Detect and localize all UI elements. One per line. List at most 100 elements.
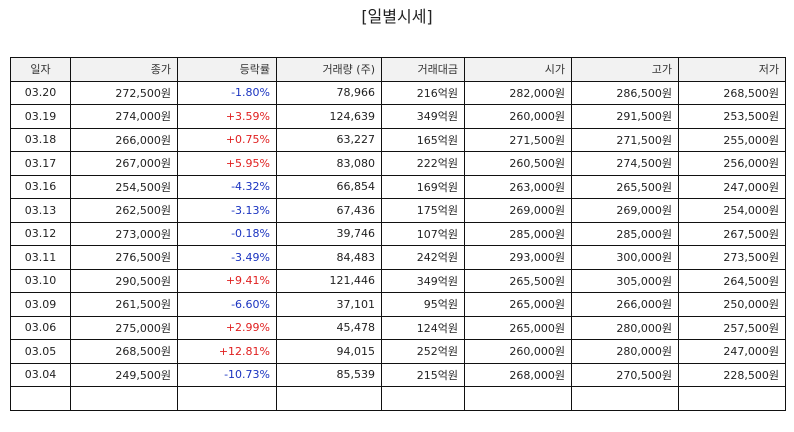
column-header-volume: 거래량 (주) xyxy=(276,57,382,82)
cell-close: 275,000원 xyxy=(70,315,178,340)
cell-high: 269,000원 xyxy=(571,198,679,223)
table-row: 03.18 266,000원 +0.75% 63,227 165억원 271,500원 27… xyxy=(10,127,786,152)
cell-low: 247,000원 xyxy=(678,174,786,199)
table-row: 03.10 290,500원 +9.41% 121,446 349억원 265,500원 3… xyxy=(10,268,786,293)
cell-change: +5.95% xyxy=(177,151,277,176)
cell-change: +0.75% xyxy=(177,127,277,152)
cell-date: 03.19 xyxy=(10,104,71,129)
cell-amount: 124억원 xyxy=(381,315,465,340)
cell-low: 267,500원 xyxy=(678,221,786,246)
cell-change: -0.18% xyxy=(177,221,277,246)
cell-volume: 121,446 xyxy=(276,268,382,293)
cell-volume: 94,015 xyxy=(276,339,382,364)
cell-change: +9.41% xyxy=(177,268,277,293)
table-row: 03.09 261,500원 -6.60% 37,101 95억원 265,000원 266… xyxy=(10,292,786,317)
cell-open: 265,000원 xyxy=(464,315,572,340)
table-row: 03.17 267,000원 +5.95% 83,080 222억원 260,500원 27… xyxy=(10,151,786,176)
cell-volume: 84,483 xyxy=(276,245,382,270)
cell-open: 260,500원 xyxy=(464,151,572,176)
cell-high: 280,000원 xyxy=(571,339,679,364)
cell-open: 269,000원 xyxy=(464,198,572,223)
cell-amount: 216억원 xyxy=(381,80,465,105)
cell-volume: 39,746 xyxy=(276,221,382,246)
cell-change: -1.80% xyxy=(177,80,277,105)
cell-change: -3.13% xyxy=(177,198,277,223)
table-row: 03.05 268,500원 +12.81% 94,015 252억원 260,000원 2… xyxy=(10,339,786,364)
daily-price-table: 일자 종가 등락률 거래량 (주) 거래대금 시가 고가 저가 03.20 272… xyxy=(10,57,786,411)
cell-amount: 252억원 xyxy=(381,339,465,364)
cell-volume: 66,854 xyxy=(276,174,382,199)
cell-open: 265,500원 xyxy=(464,268,572,293)
column-header-low: 저가 xyxy=(678,57,786,82)
table-row: 03.20 272,500원 -1.80% 78,966 216억원 282,000원 28… xyxy=(10,80,786,105)
cell-low: 273,500원 xyxy=(678,245,786,270)
cell-high: 291,500원 xyxy=(571,104,679,129)
cell-volume: 124,639 xyxy=(276,104,382,129)
cell-change: -3.49% xyxy=(177,245,277,270)
column-header-high: 고가 xyxy=(571,57,679,82)
cell-volume: 85,539 xyxy=(276,362,382,387)
table-header-row: 일자 종가 등락률 거래량 (주) 거래대금 시가 고가 저가 xyxy=(10,57,786,82)
cell-date: 03.12 xyxy=(10,221,71,246)
cell-close: 276,500원 xyxy=(70,245,178,270)
cell-amount: 242억원 xyxy=(381,245,465,270)
column-header-close: 종가 xyxy=(70,57,178,82)
cell-close: 261,500원 xyxy=(70,292,178,317)
cell-close: 266,000원 xyxy=(70,127,178,152)
cell-amount: 107억원 xyxy=(381,221,465,246)
table-row: 03.13 262,500원 -3.13% 67,436 175억원 269,000원 26… xyxy=(10,198,786,223)
cell-amount: 349억원 xyxy=(381,268,465,293)
cell-amount: 165억원 xyxy=(381,127,465,152)
cell-date: 03.17 xyxy=(10,151,71,176)
cell-open: 271,500원 xyxy=(464,127,572,152)
cell-volume: 37,101 xyxy=(276,292,382,317)
cell-high: 305,000원 xyxy=(571,268,679,293)
column-header-open: 시가 xyxy=(464,57,572,82)
cell-change xyxy=(177,386,277,411)
cell-amount: 215억원 xyxy=(381,362,465,387)
cell-high: 300,000원 xyxy=(571,245,679,270)
cell-amount: 169억원 xyxy=(381,174,465,199)
cell-volume: 83,080 xyxy=(276,151,382,176)
cell-open: 282,000원 xyxy=(464,80,572,105)
cell-open: 285,000원 xyxy=(464,221,572,246)
cell-low: 247,000원 xyxy=(678,339,786,364)
cell-low: 257,500원 xyxy=(678,315,786,340)
cell-low: 253,500원 xyxy=(678,104,786,129)
cell-date: 03.16 xyxy=(10,174,71,199)
cell-date: 03.06 xyxy=(10,315,71,340)
cell-date: 03.11 xyxy=(10,245,71,270)
cell-amount xyxy=(381,386,465,411)
column-header-change: 등락률 xyxy=(177,57,277,82)
cell-date: 03.13 xyxy=(10,198,71,223)
cell-change: +2.99% xyxy=(177,315,277,340)
table-row: 03.06 275,000원 +2.99% 45,478 124억원 265,000원 28… xyxy=(10,315,786,340)
cell-low: 254,000원 xyxy=(678,198,786,223)
cell-change: -10.73% xyxy=(177,362,277,387)
cell-amount: 222억원 xyxy=(381,151,465,176)
cell-high: 265,500원 xyxy=(571,174,679,199)
cell-close: 268,500원 xyxy=(70,339,178,364)
cell-open xyxy=(464,386,572,411)
cell-change: -6.60% xyxy=(177,292,277,317)
cell-close: 273,000원 xyxy=(70,221,178,246)
cell-low: 256,000원 xyxy=(678,151,786,176)
cell-open: 263,000원 xyxy=(464,174,572,199)
cell-high: 285,000원 xyxy=(571,221,679,246)
cell-volume: 45,478 xyxy=(276,315,382,340)
cell-open: 265,000원 xyxy=(464,292,572,317)
cell-date: 03.18 xyxy=(10,127,71,152)
cell-open: 260,000원 xyxy=(464,339,572,364)
cell-close: 272,500원 xyxy=(70,80,178,105)
cell-change: +12.81% xyxy=(177,339,277,364)
column-header-date: 일자 xyxy=(10,57,71,82)
cell-volume: 63,227 xyxy=(276,127,382,152)
cell-close: 267,000원 xyxy=(70,151,178,176)
cell-high xyxy=(571,386,679,411)
cell-date: 03.04 xyxy=(10,362,71,387)
cell-low: 264,500원 xyxy=(678,268,786,293)
cell-low: 255,000원 xyxy=(678,127,786,152)
table-row: 03.16 254,500원 -4.32% 66,854 169억원 263,000원 26… xyxy=(10,174,786,199)
table-row: 03.11 276,500원 -3.49% 84,483 242억원 293,000원 30… xyxy=(10,245,786,270)
table-body: 03.20 272,500원 -1.80% 78,966 216억원 282,000원 28… xyxy=(10,80,786,411)
